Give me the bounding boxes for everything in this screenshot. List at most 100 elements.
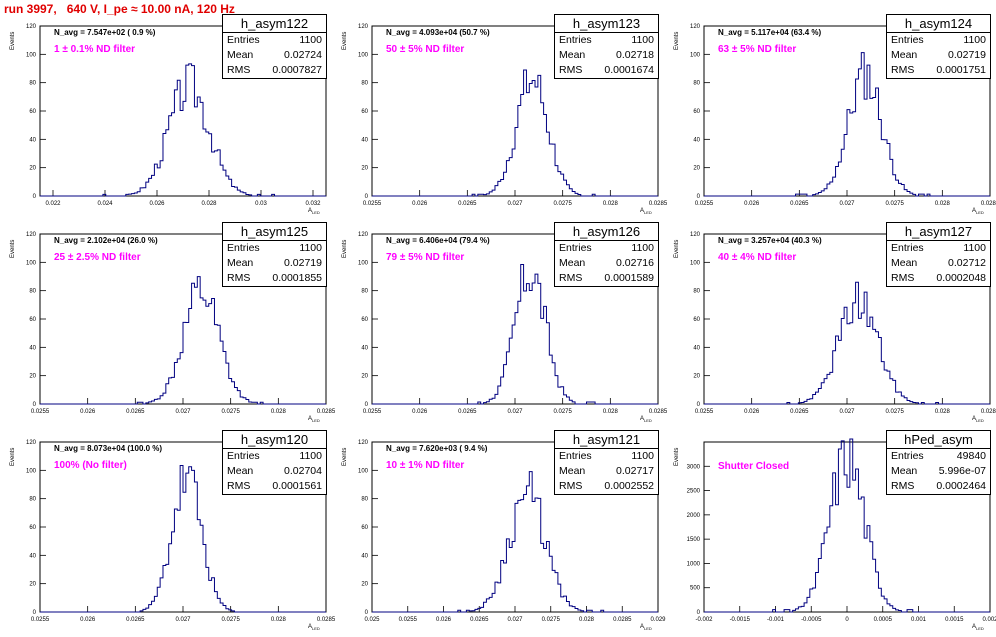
histogram-bin	[549, 144, 552, 196]
stats-value-mean: 5.996e-07	[938, 465, 986, 477]
stats-value-mean: 0.02724	[284, 49, 322, 61]
histogram-bin	[214, 325, 217, 404]
histogram-line	[704, 438, 990, 613]
x-axis-label-sub: LED	[976, 418, 984, 424]
histogram-line	[372, 69, 658, 197]
histogram-bin	[203, 129, 206, 196]
histogram-bin	[532, 502, 535, 612]
stats-row-rms: RMS 0.0002464	[887, 479, 990, 494]
x-tick-label: 0.0265	[458, 201, 477, 207]
histogram-name: h_asym123	[555, 15, 658, 33]
histogram-bin	[558, 172, 561, 196]
histogram-bin	[830, 372, 833, 404]
x-tick-label: 0.0275	[885, 201, 904, 207]
y-tick-label: 40	[29, 345, 36, 351]
histogram-bin	[166, 564, 169, 612]
y-tick-label: 40	[693, 137, 700, 143]
x-tick-label: 0.028	[935, 201, 951, 207]
histogram-bin	[836, 505, 839, 612]
stats-label-rms: RMS	[227, 64, 251, 76]
x-axis-label-sub: LED	[312, 418, 320, 424]
histogram-bin	[512, 542, 515, 612]
histogram-bin	[847, 324, 850, 404]
y-axis-label: Events	[10, 447, 16, 466]
stats-box: hPed_asym Entries 49840 Mean 5.996e-07 RMS 0.0…	[886, 430, 991, 495]
histogram-bin	[535, 274, 538, 404]
stats-row-rms: RMS 0.0001674	[555, 63, 658, 78]
histogram-bin	[853, 112, 856, 196]
stats-row-rms: RMS 0.0001855	[223, 271, 326, 286]
histogram-bin	[558, 387, 561, 404]
y-tick-label: 0	[697, 610, 701, 616]
histogram-bin	[206, 306, 209, 404]
y-tick-label: 20	[693, 166, 700, 172]
stats-box: h_asym120 Entries 1100 Mean 0.02704 RMS 0.0001…	[222, 430, 327, 495]
stats-value-rms: 0.0002464	[936, 480, 986, 492]
y-tick-label: 120	[358, 440, 369, 446]
y-tick-label: 100	[26, 260, 37, 266]
y-tick-label: 100	[358, 52, 369, 58]
histogram-bin	[898, 183, 901, 196]
histogram-svg: 0 500 1000 1500 2000 2500 3000 -0.002 -0.0015 -0.…	[687, 438, 996, 623]
histogram-bin	[813, 588, 816, 612]
histogram-svg: 0 20 40 60 80 100 120 0.022 0.024 0.026 0.028 0.03 0…	[26, 24, 327, 207]
stats-label-rms: RMS	[227, 480, 251, 492]
histogram-bin	[186, 473, 189, 612]
y-tick-label: 40	[361, 345, 368, 351]
x-tick-label: 0.001	[911, 617, 927, 623]
x-tick-label: -0.0005	[801, 617, 822, 623]
histogram-bin	[526, 486, 529, 612]
x-axis-label-main: A	[972, 208, 977, 214]
stats-label-mean: Mean	[891, 49, 918, 61]
y-tick-label: 120	[26, 440, 37, 446]
histogram-bin	[541, 543, 544, 612]
x-tick-label: 0.0255	[695, 409, 714, 415]
x-tick-label: -0.001	[767, 617, 785, 623]
y-tick-label: 120	[26, 24, 37, 30]
histogram-line	[372, 471, 658, 613]
stats-value-entries: 1100	[299, 450, 322, 462]
histogram-bin	[209, 580, 212, 612]
navg-label: N_avg = 5.117e+04 (63.4 %)	[718, 28, 822, 37]
y-tick-label: 1500	[687, 537, 701, 543]
y-tick-label: 60	[29, 109, 36, 115]
stats-row-entries: Entries 1100	[223, 241, 326, 256]
y-tick-label: 60	[361, 525, 368, 531]
histogram-bin	[850, 323, 853, 404]
stats-value-entries: 1100	[299, 34, 322, 46]
x-tick-label: 0.0255	[31, 617, 50, 623]
stats-row-mean: Mean 5.996e-07	[887, 464, 990, 479]
histogram-bin	[209, 304, 212, 404]
y-tick-label: 40	[361, 137, 368, 143]
stats-value-entries: 1100	[299, 242, 322, 254]
x-axis-label-main: A	[308, 416, 313, 422]
y-tick-label: 80	[361, 497, 368, 503]
stats-row-entries: Entries 1100	[887, 241, 990, 256]
stats-box: h_asym123 Entries 1100 Mean 0.02718 RMS 0.0001…	[554, 14, 659, 79]
x-axis-label: ALED	[972, 416, 984, 423]
histogram-bin	[509, 158, 512, 196]
x-tick-label: 0.0265	[790, 201, 809, 207]
y-tick-label: 60	[29, 317, 36, 323]
x-tick-label: 0.0275	[885, 409, 904, 415]
y-tick-label: 80	[693, 289, 700, 295]
x-tick-label: 0.0285	[317, 617, 336, 623]
stats-label-rms: RMS	[227, 272, 251, 284]
histogram-name: h_asym126	[555, 223, 658, 241]
histogram-line	[704, 281, 990, 405]
histogram-bin	[541, 103, 544, 196]
stats-row-rms: RMS 0.0007827	[223, 63, 326, 78]
stats-label-entries: Entries	[227, 34, 260, 46]
stats-label-rms: RMS	[559, 64, 583, 76]
x-tick-label: 0.0265	[790, 409, 809, 415]
histogram-svg: 0 20 40 60 80 100 120 0.0255 0.026 0.0265 0.027 0.0…	[26, 440, 336, 623]
stats-label-mean: Mean	[559, 465, 586, 477]
histogram-bin	[552, 570, 555, 612]
stats-value-entries: 1100	[631, 242, 654, 254]
histogram-bin	[858, 318, 861, 404]
y-axis-label: Events	[674, 447, 680, 466]
y-tick-label: 0	[33, 610, 37, 616]
x-tick-label: 0.026	[412, 409, 428, 415]
filter-label: Shutter Closed	[718, 461, 790, 472]
filter-label: 40 ± 4% ND filter	[718, 252, 797, 263]
